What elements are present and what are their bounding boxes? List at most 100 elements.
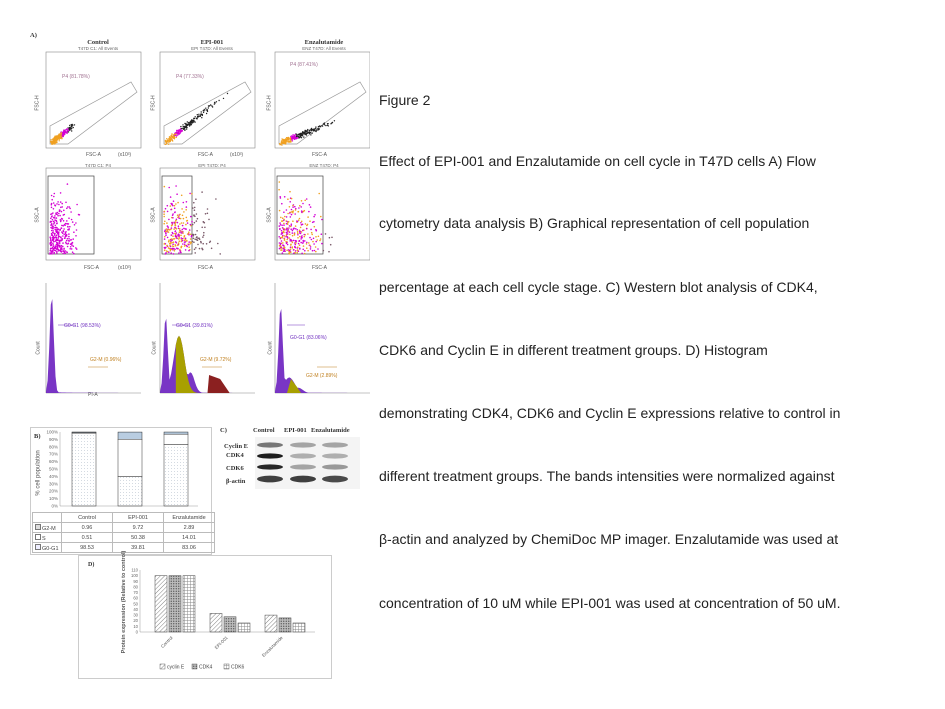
scatter-dot bbox=[299, 136, 302, 138]
scatter-dot bbox=[184, 129, 186, 131]
scatter-dot bbox=[300, 206, 303, 208]
scatter-dot bbox=[307, 233, 309, 235]
scatter-dot bbox=[292, 220, 294, 222]
gate-label-epi: P4 (77.33%) bbox=[176, 74, 204, 80]
scatter-dot bbox=[67, 242, 70, 245]
scatter-dot bbox=[302, 241, 305, 243]
scatter-dot bbox=[174, 224, 177, 227]
scatter-dot bbox=[62, 220, 65, 222]
scatter-dot bbox=[318, 192, 321, 195]
scatter-dot bbox=[181, 230, 183, 233]
hist-g2m-enz: G2-M (2.89%) bbox=[306, 373, 338, 379]
scatter-dot bbox=[205, 243, 208, 245]
scatter-dot bbox=[60, 135, 62, 137]
scatter-dot bbox=[173, 247, 175, 250]
scatter-dot bbox=[175, 219, 177, 222]
scatter-dot bbox=[296, 249, 299, 252]
scatter-dot bbox=[185, 216, 188, 219]
scatter-dot bbox=[311, 221, 314, 224]
scatter-dot bbox=[305, 134, 308, 136]
scatter-dot bbox=[302, 248, 305, 251]
scatter-dot bbox=[59, 214, 61, 217]
bar-segment-s bbox=[163, 433, 189, 445]
scatter-dot bbox=[289, 233, 291, 236]
scatter-dot bbox=[279, 222, 281, 224]
scatter-dot bbox=[67, 226, 69, 228]
scatter-dot bbox=[55, 231, 58, 234]
scatter-dot bbox=[63, 129, 66, 131]
scatter-dot bbox=[198, 113, 200, 116]
wb-header-epi: EPI-001 bbox=[284, 427, 307, 434]
bar-cdk6 bbox=[182, 575, 196, 633]
scatter-dot bbox=[182, 222, 185, 224]
scatter-dot bbox=[56, 213, 58, 216]
scatter-dot bbox=[191, 223, 194, 226]
scatter-dot bbox=[313, 243, 315, 245]
scatter-dot bbox=[49, 220, 52, 223]
scatter-dot bbox=[71, 242, 74, 244]
scatter-dot bbox=[50, 206, 53, 209]
scatter-dot bbox=[60, 244, 63, 247]
scatter-dot bbox=[283, 249, 286, 252]
scatter-dot bbox=[184, 249, 187, 251]
scatter-dot bbox=[282, 234, 284, 237]
scatter-dot bbox=[207, 107, 209, 109]
scatter-dot bbox=[60, 236, 62, 239]
scatter-dot bbox=[52, 212, 54, 214]
scatter-dot bbox=[50, 232, 53, 235]
scatter-dot bbox=[280, 216, 282, 219]
scatter-dot bbox=[52, 244, 54, 246]
scatter-dot bbox=[65, 231, 67, 233]
table-cell: 50.38 bbox=[112, 532, 164, 543]
scatter-dot bbox=[289, 238, 292, 241]
scatter-dot bbox=[174, 230, 176, 233]
scatter-dot bbox=[181, 214, 184, 217]
scatter-dot bbox=[180, 222, 183, 224]
scatter-dot bbox=[57, 201, 59, 203]
scatter-dot bbox=[310, 228, 312, 231]
scatter-dot bbox=[286, 231, 289, 233]
y-tick-label: 40 bbox=[133, 607, 138, 612]
scatter-dot bbox=[173, 238, 176, 240]
scatter-dot bbox=[200, 114, 202, 116]
scatter-dot bbox=[306, 241, 308, 244]
scatter-dot bbox=[175, 218, 178, 221]
scatter-dot bbox=[280, 247, 282, 250]
scatter-dot bbox=[54, 219, 56, 221]
scatter-dot bbox=[328, 236, 331, 239]
scatter-dot bbox=[66, 207, 68, 210]
scatter-dot bbox=[315, 228, 317, 231]
scatter-dot bbox=[173, 134, 175, 136]
scatter-dot bbox=[315, 250, 317, 253]
scatter-dot bbox=[193, 118, 195, 120]
scatter-dot bbox=[62, 245, 64, 248]
scatter-dot bbox=[173, 207, 176, 210]
scatter-dot bbox=[180, 128, 183, 130]
scatter-dot bbox=[285, 222, 288, 225]
scatter-dot bbox=[308, 204, 311, 206]
scatter-dot bbox=[304, 240, 306, 242]
scatter-dot bbox=[287, 138, 290, 141]
scatter-dot bbox=[222, 97, 225, 100]
scatter-dot bbox=[50, 194, 53, 197]
scatter-dot bbox=[213, 103, 216, 105]
scatter-dot bbox=[52, 208, 55, 210]
scatter-dot bbox=[166, 204, 169, 207]
scatter-dot bbox=[164, 220, 166, 223]
scatter-dot bbox=[55, 241, 58, 244]
scatter-dot bbox=[177, 238, 180, 240]
scatter-dot bbox=[165, 250, 168, 252]
scatter-dot bbox=[285, 235, 287, 238]
caption-line: CDK6 and Cyclin E in different treatment… bbox=[379, 342, 768, 358]
flow-col-sub1-enz: ENZ T47D: All Events bbox=[302, 46, 346, 51]
scatter-dot bbox=[281, 232, 284, 235]
scatter-dot bbox=[303, 209, 306, 212]
scatter-dot bbox=[53, 234, 56, 236]
y-tick-label: 20% bbox=[49, 489, 58, 494]
wb-band-label-cyclin-e: Cyclin E bbox=[224, 443, 249, 450]
scatter-dot bbox=[163, 249, 166, 251]
scatter-dot bbox=[182, 232, 184, 234]
axis-unit-3: (x10³) bbox=[118, 265, 132, 271]
scatter-dot bbox=[185, 209, 187, 211]
scatter-dot bbox=[70, 242, 73, 245]
